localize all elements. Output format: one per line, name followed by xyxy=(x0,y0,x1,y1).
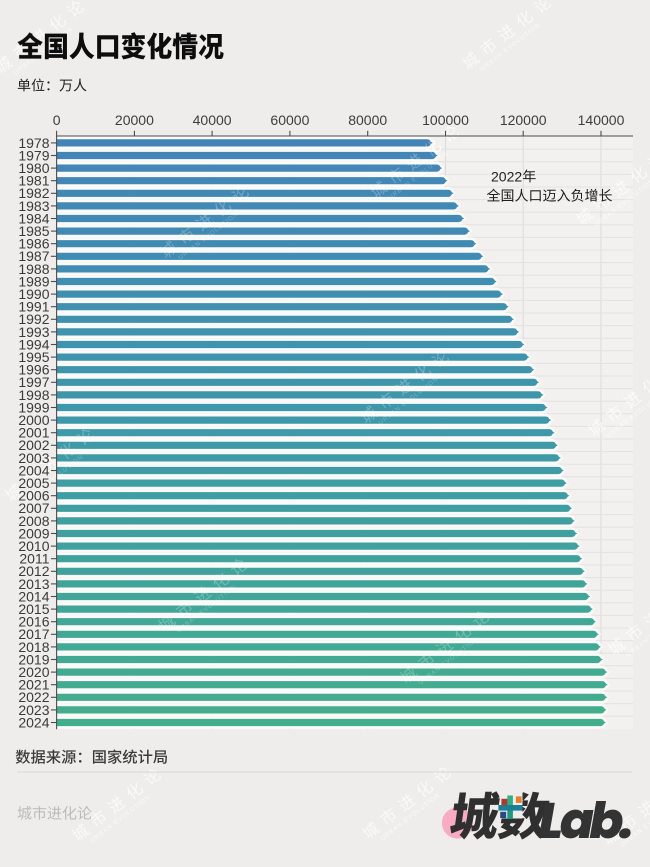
svg-text:1986: 1986 xyxy=(18,236,49,252)
svg-text:2014: 2014 xyxy=(18,588,49,604)
svg-text:2000: 2000 xyxy=(18,412,49,428)
svg-text:1994: 1994 xyxy=(18,336,49,352)
svg-text:140000: 140000 xyxy=(578,112,625,128)
svg-text:1980: 1980 xyxy=(18,160,49,176)
svg-text:2020: 2020 xyxy=(18,664,49,680)
svg-text:20000: 20000 xyxy=(115,112,154,128)
svg-text:2017: 2017 xyxy=(18,626,49,642)
svg-text:2007: 2007 xyxy=(18,500,49,516)
svg-text:1978: 1978 xyxy=(18,135,49,151)
svg-text:2015: 2015 xyxy=(18,601,49,617)
svg-text:2022: 2022 xyxy=(491,168,522,184)
svg-text:1999: 1999 xyxy=(18,399,49,415)
svg-text:1988: 1988 xyxy=(18,261,49,277)
svg-text:2018: 2018 xyxy=(18,639,49,655)
svg-text:1982: 1982 xyxy=(18,185,49,201)
svg-text:80000: 80000 xyxy=(348,112,387,128)
svg-text:120000: 120000 xyxy=(500,112,547,128)
svg-text:1997: 1997 xyxy=(18,374,49,390)
svg-text:2021: 2021 xyxy=(18,677,49,693)
svg-text:40000: 40000 xyxy=(193,112,232,128)
svg-text:60000: 60000 xyxy=(270,112,309,128)
svg-text:2024: 2024 xyxy=(18,714,49,730)
svg-text:1995: 1995 xyxy=(18,349,49,365)
svg-text:1998: 1998 xyxy=(18,387,49,403)
svg-text:1996: 1996 xyxy=(18,362,49,378)
svg-text:2005: 2005 xyxy=(18,475,49,491)
svg-text:1990: 1990 xyxy=(18,286,49,302)
svg-text:2016: 2016 xyxy=(18,614,49,630)
svg-text:1985: 1985 xyxy=(18,223,49,239)
svg-text:1987: 1987 xyxy=(18,248,49,264)
svg-text:2012: 2012 xyxy=(18,563,49,579)
svg-text:0: 0 xyxy=(53,112,61,128)
svg-text:2010: 2010 xyxy=(18,538,49,554)
svg-text:2019: 2019 xyxy=(18,651,49,667)
svg-text:2011: 2011 xyxy=(19,551,49,567)
svg-text:1993: 1993 xyxy=(18,324,49,340)
svg-text:1992: 1992 xyxy=(18,311,49,327)
svg-text:2002: 2002 xyxy=(18,437,49,453)
svg-text:2001: 2001 xyxy=(18,425,49,441)
svg-text:1991: 1991 xyxy=(18,299,49,315)
svg-text:100000: 100000 xyxy=(422,112,469,128)
svg-text:2006: 2006 xyxy=(18,488,49,504)
svg-text:2023: 2023 xyxy=(18,702,49,718)
svg-text:1989: 1989 xyxy=(18,273,49,289)
svg-text:2004: 2004 xyxy=(18,462,49,478)
svg-text:2008: 2008 xyxy=(18,513,49,529)
svg-text:1983: 1983 xyxy=(18,198,49,214)
svg-text:1984: 1984 xyxy=(18,210,49,226)
svg-text:1981: 1981 xyxy=(18,173,49,189)
svg-text:1979: 1979 xyxy=(18,147,49,163)
svg-text:2022: 2022 xyxy=(18,689,49,705)
svg-text:2009: 2009 xyxy=(18,525,49,541)
svg-text:2003: 2003 xyxy=(18,450,49,466)
svg-text:2013: 2013 xyxy=(18,576,49,592)
